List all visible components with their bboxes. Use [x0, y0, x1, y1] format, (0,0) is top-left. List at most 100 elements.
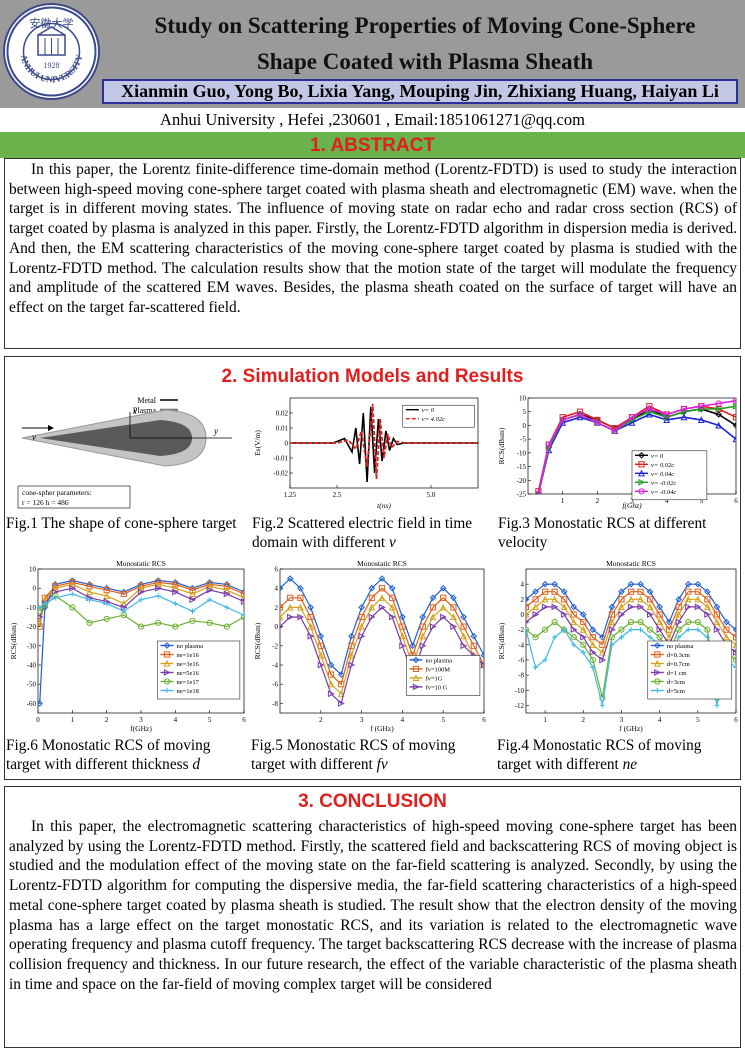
x-tick-label: 4 — [174, 716, 178, 724]
fig4-caption-var: ne — [622, 756, 638, 773]
data-point — [589, 626, 597, 633]
data-point — [460, 623, 467, 630]
fig1-cone-sphere-diagram: Metal Plasma x y v cone-spher parameters… — [17, 396, 232, 509]
data-point — [646, 588, 654, 596]
data-point — [676, 634, 682, 640]
data-point — [599, 656, 607, 664]
series-group — [38, 577, 244, 707]
y-tick-label: -25 — [517, 491, 527, 499]
data-point — [697, 416, 705, 424]
fig6-caption-var: d — [192, 756, 201, 773]
data-point — [713, 618, 721, 626]
y-tick-label: -60 — [27, 700, 37, 708]
data-point — [646, 405, 653, 413]
abstract-box — [4, 158, 741, 349]
data-point — [172, 588, 180, 596]
data-point — [663, 413, 671, 421]
y-tick-label: 2 — [521, 596, 525, 604]
data-point — [704, 588, 711, 596]
fig4-rcs-density-chart: Monostatic RCS 4 2 0 -2 -4 -6 -8 -10 -12 1 2 3 4 5 6 f (… — [497, 559, 738, 733]
params-title: cone-spher parameters: — [22, 488, 92, 497]
y-tick-label: -4 — [272, 662, 278, 670]
data-point — [684, 580, 692, 588]
data-point — [576, 411, 584, 418]
data-point — [627, 603, 635, 611]
x-axis-label: f(GHz) — [130, 724, 152, 733]
data-point — [440, 613, 447, 621]
data-point — [580, 649, 586, 655]
data-point — [470, 642, 477, 649]
x-tick-label: 1 — [543, 716, 547, 724]
data-point — [38, 614, 44, 620]
y-tick-label: -4 — [518, 641, 524, 649]
data-point — [732, 634, 736, 641]
data-point — [675, 610, 683, 618]
x-tick-label: 6 — [734, 716, 738, 724]
data-point — [541, 603, 549, 611]
y-tick-label: -15 — [517, 463, 527, 471]
legend-marker — [638, 478, 646, 486]
data-point — [241, 612, 244, 618]
data-point — [429, 613, 437, 621]
data-point — [732, 422, 736, 429]
data-point — [645, 410, 653, 418]
fig1-caption: Fig.1 The shape of cone-sphere target — [6, 515, 237, 532]
data-point — [656, 603, 663, 611]
data-point — [656, 618, 664, 626]
y-tick-label: 6 — [275, 566, 279, 574]
y-tick-label: -20 — [27, 623, 37, 631]
fig5-rcs-collision-chart: Monostatic RCS 6 4 2 0 -2 -4 -6 -8 2 3 4 5 6 f (GHz) RC… — [253, 559, 486, 733]
fig2-caption-var: v — [388, 534, 396, 551]
data-point — [38, 623, 43, 630]
series-line-5 — [537, 399, 736, 494]
data-point — [646, 603, 654, 610]
data-point — [715, 405, 723, 413]
data-point — [715, 400, 722, 407]
data-point — [559, 416, 566, 424]
y-tick-label: 0 — [33, 585, 37, 593]
data-point — [38, 700, 44, 707]
fig6-caption-text: Fig.6 Monostatic RCS of moving target wi… — [6, 737, 211, 773]
data-point — [570, 603, 578, 611]
x-tick-label: 5 — [700, 497, 704, 505]
velocity-arrow-head — [48, 425, 54, 431]
data-point — [570, 611, 577, 618]
data-point — [704, 634, 710, 640]
data-point — [297, 584, 304, 592]
fig6-rcs-thickness-chart: Monostatic RCS 10 0 -10 -20 -30 -40 -50 -60 0 1 2 3 4… — [9, 559, 246, 733]
data-point — [542, 657, 548, 663]
data-point — [338, 699, 345, 707]
data-point — [541, 595, 549, 603]
chart-title: Monostatic RCS — [116, 559, 166, 568]
data-point — [637, 627, 644, 633]
data-point — [589, 634, 596, 641]
x-tick-label: 6 — [734, 497, 738, 505]
data-point — [590, 664, 596, 671]
data-point — [637, 595, 644, 603]
data-point — [307, 622, 315, 630]
data-point — [694, 595, 702, 603]
data-point — [470, 632, 478, 640]
x-tick-label: 0 — [36, 716, 40, 724]
y-tick-label: -2 — [518, 626, 524, 634]
legend-marker — [653, 642, 661, 649]
data-point — [526, 603, 530, 610]
x-tick-label: 1 — [71, 716, 75, 724]
data-point — [627, 588, 635, 595]
data-point — [656, 626, 664, 634]
abstract-heading: 1. ABSTRACT — [310, 135, 435, 156]
data-point — [419, 632, 427, 640]
data-point — [358, 604, 365, 611]
data-point — [680, 405, 688, 413]
data-point — [551, 595, 559, 603]
data-point — [594, 419, 601, 426]
data-point — [665, 633, 673, 641]
data-point — [389, 594, 396, 601]
data-point — [684, 595, 692, 603]
data-point — [704, 596, 711, 603]
data-point — [656, 634, 663, 641]
data-point — [675, 626, 682, 633]
fig4-caption: Fig.4 Monostatic RCS of moving target wi… — [497, 736, 739, 774]
data-point — [38, 604, 43, 610]
data-point — [698, 403, 705, 410]
